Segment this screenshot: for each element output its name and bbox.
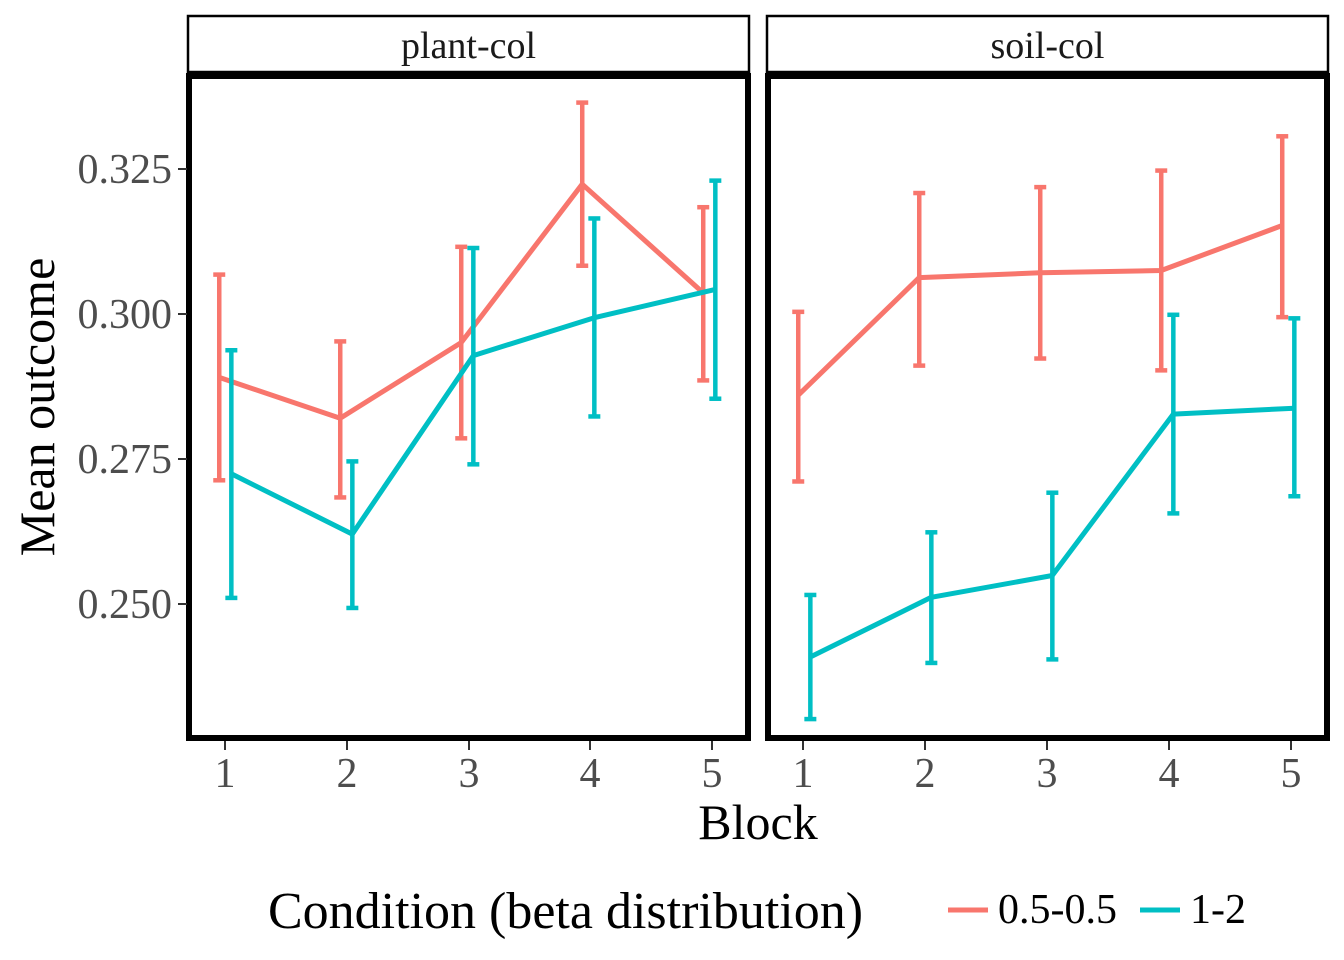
- panel-marks: [792, 134, 1301, 722]
- error-bar-0-5-0-5: [792, 309, 805, 484]
- error-bar-1-2: [346, 459, 359, 611]
- error-bar-0-5-0-5: [213, 272, 226, 483]
- x-tick-label: 4: [580, 751, 601, 797]
- x-tick-label: 2: [337, 751, 358, 797]
- panel-border: [765, 73, 1330, 741]
- error-bar-1-2: [1167, 312, 1180, 516]
- error-bar-1-2: [467, 245, 480, 467]
- error-bar-1-2: [1046, 490, 1059, 662]
- error-bar-1-2: [1288, 316, 1301, 499]
- error-bar-1-2: [804, 592, 817, 722]
- error-bar-1-2: [588, 216, 601, 419]
- x-tick-label: 5: [1281, 751, 1302, 797]
- legend: Condition (beta distribution) 0.5-0.5 1-…: [268, 883, 1246, 940]
- legend-label-1-2: 1-2: [1190, 887, 1246, 933]
- error-bar-0-5-0-5: [1155, 168, 1168, 373]
- legend-label-0.5-0.5: 0.5-0.5: [998, 887, 1117, 933]
- y-tick-label: 0.275: [78, 437, 173, 483]
- x-axis: 1 2 3 4 5: [793, 741, 1302, 797]
- x-tick-label: 3: [1037, 751, 1058, 797]
- y-tick-label: 0.300: [78, 292, 173, 338]
- y-axis-title: Mean outcome: [9, 258, 65, 557]
- error-bar-1-2: [225, 348, 238, 601]
- y-axis: 0.250 0.275 0.300 0.325: [78, 147, 187, 628]
- strip-background: [186, 14, 751, 74]
- y-tick-label: 0.325: [78, 147, 173, 193]
- panel-border: [186, 73, 751, 741]
- error-bar-0-5-0-5: [334, 339, 347, 500]
- x-axis-title: Block: [698, 794, 817, 850]
- panel-marks: [213, 100, 722, 611]
- facet-panel-soil-col: soil-col 1 2 3 4 5: [765, 14, 1330, 797]
- x-tick-label: 3: [459, 751, 480, 797]
- error-bar-0-5-0-5: [576, 100, 589, 268]
- x-tick-label: 2: [915, 751, 936, 797]
- error-bar-1-2: [925, 530, 938, 666]
- error-bar-0-5-0-5: [913, 190, 926, 368]
- legend-title: Condition (beta distribution): [268, 883, 863, 940]
- strip-label: plant-col: [401, 25, 536, 67]
- strip-label: soil-col: [991, 25, 1105, 67]
- x-tick-label: 1: [215, 751, 236, 797]
- error-bar-0-5-0-5: [455, 244, 468, 441]
- x-tick-label: 1: [793, 751, 814, 797]
- error-bar-0-5-0-5: [1276, 134, 1289, 320]
- x-axis: 1 2 3 4 5: [215, 741, 723, 797]
- facet-panel-plant-col: plant-col 1 2 3 4 5: [186, 14, 751, 797]
- x-tick-label: 5: [702, 751, 723, 797]
- strip-background: [765, 14, 1330, 74]
- y-tick-label: 0.250: [78, 582, 173, 628]
- x-tick-label: 4: [1159, 751, 1180, 797]
- error-bar-1-2: [709, 178, 722, 401]
- error-bar-0-5-0-5: [1034, 184, 1047, 361]
